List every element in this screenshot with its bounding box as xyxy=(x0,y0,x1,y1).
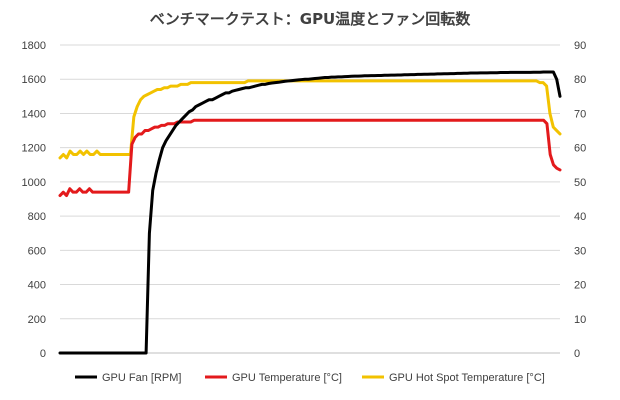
legend-label: GPU Hot Spot Temperature [°C] xyxy=(389,372,545,384)
y-left-tick-label: 1000 xyxy=(22,177,46,189)
grid-layer xyxy=(60,44,560,354)
y-left-tick-label: 1400 xyxy=(22,108,46,120)
legend: GPU Fan [RPM] GPU Temperature [°C] GPU Hot… xyxy=(75,372,545,384)
y-right-tick-label: 20 xyxy=(574,280,586,292)
y-left-tick-label: 400 xyxy=(28,280,46,292)
y-right-ticks: 0 10 20 30 40 50 60 70 80 90 xyxy=(574,40,586,360)
series-line-0 xyxy=(58,70,562,355)
y-left-tick-label: 1200 xyxy=(22,143,46,155)
chart-title: ベンチマークテスト：GPU温度とファン回転数 xyxy=(150,10,471,28)
y-left-tick-label: 1600 xyxy=(22,74,46,86)
y-left-tick-label: 200 xyxy=(28,314,46,326)
series-layer xyxy=(58,70,562,355)
y-right-tick-label: 80 xyxy=(574,74,586,86)
y-left-ticks: 0 200 400 600 800 1000 1200 1400 1600 1800 xyxy=(22,40,46,360)
legend-item-0: GPU Fan [RPM] xyxy=(75,372,181,384)
y-left-tick-label: 1800 xyxy=(22,40,46,52)
y-right-tick-label: 90 xyxy=(574,40,586,52)
y-left-tick-label: 800 xyxy=(28,211,46,223)
legend-label: GPU Temperature [°C] xyxy=(232,372,342,384)
y-right-tick-label: 40 xyxy=(574,211,586,223)
y-right-tick-label: 60 xyxy=(574,143,586,155)
y-right-tick-label: 50 xyxy=(574,177,586,189)
y-right-tick-label: 70 xyxy=(574,108,586,120)
y-right-tick-label: 30 xyxy=(574,245,586,257)
series-line-1 xyxy=(58,118,562,198)
series-line-2 xyxy=(58,79,562,160)
legend-item-2: GPU Hot Spot Temperature [°C] xyxy=(362,372,545,384)
y-left-tick-label: 0 xyxy=(40,348,46,360)
y-left-tick-label: 600 xyxy=(28,245,46,257)
y-right-tick-label: 10 xyxy=(574,314,586,326)
legend-item-1: GPU Temperature [°C] xyxy=(205,372,342,384)
y-right-tick-label: 0 xyxy=(574,348,580,360)
legend-label: GPU Fan [RPM] xyxy=(102,372,181,384)
